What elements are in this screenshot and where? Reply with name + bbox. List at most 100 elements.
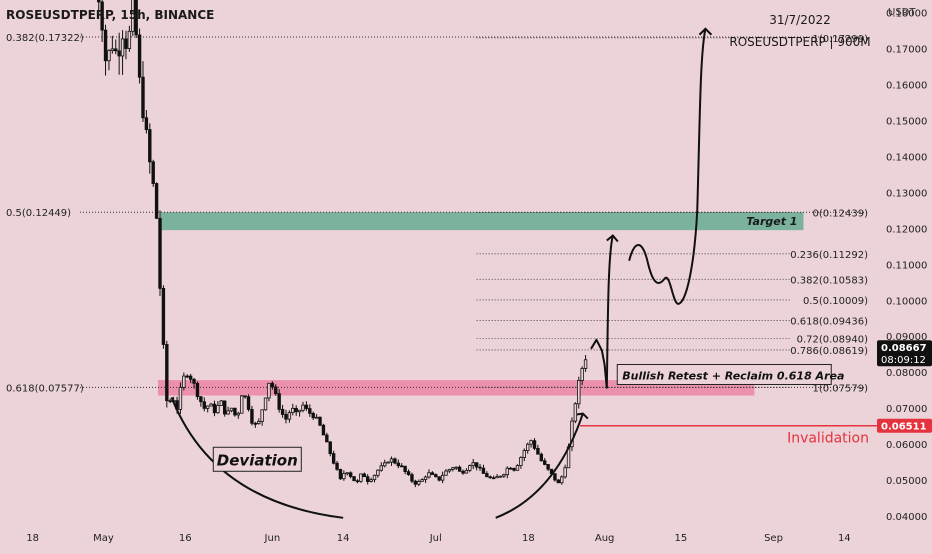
candle-body <box>536 447 540 455</box>
candle <box>464 468 469 474</box>
candle <box>110 35 115 54</box>
candle-body <box>165 344 169 402</box>
candle <box>423 475 428 483</box>
candle-body <box>348 472 353 477</box>
candle <box>205 405 210 413</box>
candle <box>478 463 482 471</box>
candle-body <box>570 420 574 448</box>
candle-body <box>369 479 373 482</box>
recovery-curve <box>495 413 584 519</box>
candle <box>144 110 149 134</box>
candle-body <box>359 473 363 482</box>
x-tick-label: 14 <box>838 533 851 544</box>
candle-body <box>461 470 465 474</box>
last-price-badge[interactable] <box>877 340 932 367</box>
candle <box>570 417 574 452</box>
candle <box>165 340 169 408</box>
candle-body <box>287 412 292 420</box>
candle-body <box>124 38 128 49</box>
candle <box>560 475 564 485</box>
candle-body <box>464 470 469 474</box>
candle-body <box>137 34 142 78</box>
candle-body <box>209 403 213 407</box>
invalidation-price-text: 0.06511 <box>881 422 927 433</box>
candle <box>430 471 435 475</box>
candle <box>308 404 312 417</box>
candle <box>328 441 332 457</box>
target-zone-label: Target 1 <box>746 215 797 228</box>
candle <box>580 366 584 386</box>
candle-body <box>212 403 217 414</box>
candle <box>386 461 390 464</box>
candle <box>243 395 247 399</box>
candle <box>236 411 241 419</box>
candle-body <box>437 476 441 481</box>
candle <box>97 0 101 13</box>
candle <box>444 469 448 476</box>
chart-title: ROSEUSDTPERP, 15h, BINANCE <box>6 8 214 22</box>
candle-body <box>515 465 520 471</box>
candle <box>454 466 458 471</box>
candle <box>403 465 407 475</box>
candle <box>502 473 506 478</box>
candle <box>369 477 373 483</box>
candle <box>325 432 329 443</box>
invalidation-price-badge[interactable] <box>877 418 932 433</box>
price-axis[interactable]: 0.18000 0.17000 0.16000 0.15000 0.14000 0.130… <box>877 9 932 523</box>
fib-label-right: 0(0.12439) <box>812 209 868 220</box>
candle-body <box>338 468 343 480</box>
candle <box>280 404 285 418</box>
candle <box>274 384 278 396</box>
x-tick-label: Sep <box>764 533 783 544</box>
candle-body <box>202 401 206 409</box>
candle <box>291 403 295 416</box>
time-axis[interactable]: 18 May 16 Jun 14 Jul 18 Aug 15 Sep 14 <box>26 533 850 544</box>
candle-body <box>474 462 479 468</box>
candle <box>158 210 162 296</box>
candle-body <box>205 405 210 409</box>
candle-body <box>498 475 503 478</box>
candle-body <box>481 467 486 474</box>
candle-body <box>427 472 431 478</box>
candle-body <box>97 0 101 3</box>
deviation-label: Deviation <box>217 451 298 469</box>
candle <box>154 182 159 219</box>
x-tick-label: Jun <box>264 533 281 544</box>
candle <box>437 476 441 482</box>
candle-body <box>185 375 189 378</box>
candle <box>379 462 384 472</box>
candle-body <box>192 378 196 384</box>
candle-body <box>308 408 312 414</box>
candle-body <box>546 464 550 470</box>
candle <box>117 32 121 75</box>
fib-label-right: 0.236(0.11292) <box>790 250 868 261</box>
candle <box>226 406 230 415</box>
candle-body <box>400 465 404 468</box>
candle <box>103 24 108 76</box>
candle-body <box>127 30 132 49</box>
candle-body <box>253 422 258 425</box>
candle <box>529 439 533 448</box>
candle <box>352 476 356 482</box>
candle-body <box>372 474 377 481</box>
candle <box>525 442 530 454</box>
candle <box>199 396 203 407</box>
candle-body <box>519 457 523 466</box>
candle-body <box>117 50 121 57</box>
candle <box>543 458 547 466</box>
candle-body <box>304 404 309 409</box>
candle-body <box>141 76 145 119</box>
candle <box>427 469 431 479</box>
y-tick-label: 0.07000 <box>886 404 927 415</box>
candle-body <box>154 183 159 219</box>
candle-body <box>236 412 241 416</box>
candle-body <box>250 409 254 424</box>
x-tick-label: 15 <box>675 533 688 544</box>
candle-body <box>274 386 278 395</box>
x-tick-label: Aug <box>595 533 615 544</box>
candle-body <box>148 129 152 163</box>
recovery-arrowhead <box>576 412 589 420</box>
candle <box>314 414 319 419</box>
